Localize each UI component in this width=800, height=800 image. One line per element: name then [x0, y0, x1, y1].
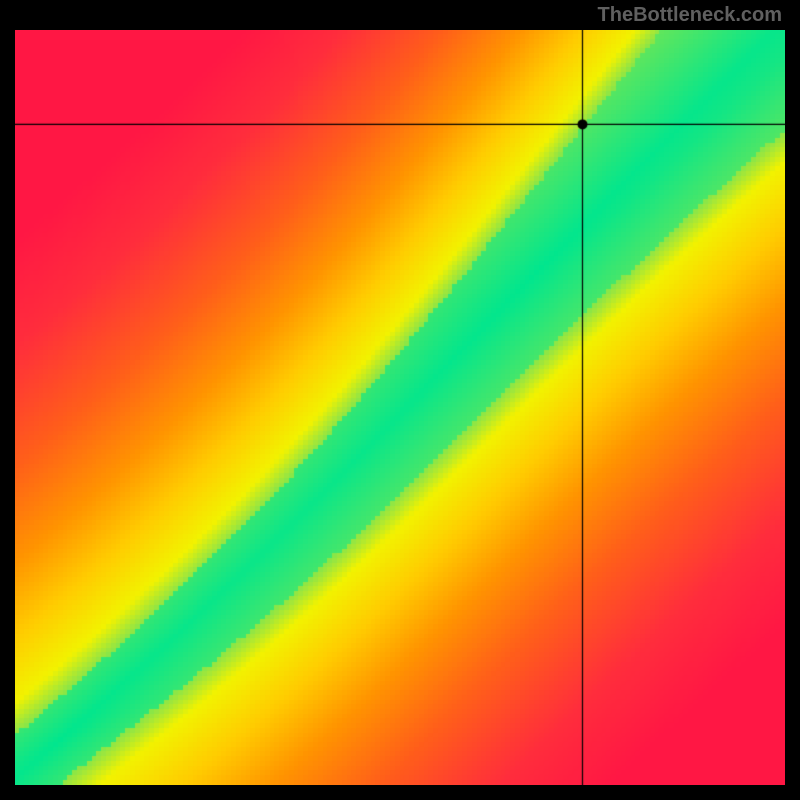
chart-container: TheBottleneck.com — [0, 0, 800, 800]
heatmap-plot — [15, 30, 785, 785]
watermark-text: TheBottleneck.com — [598, 4, 782, 27]
heatmap-canvas — [15, 30, 785, 785]
